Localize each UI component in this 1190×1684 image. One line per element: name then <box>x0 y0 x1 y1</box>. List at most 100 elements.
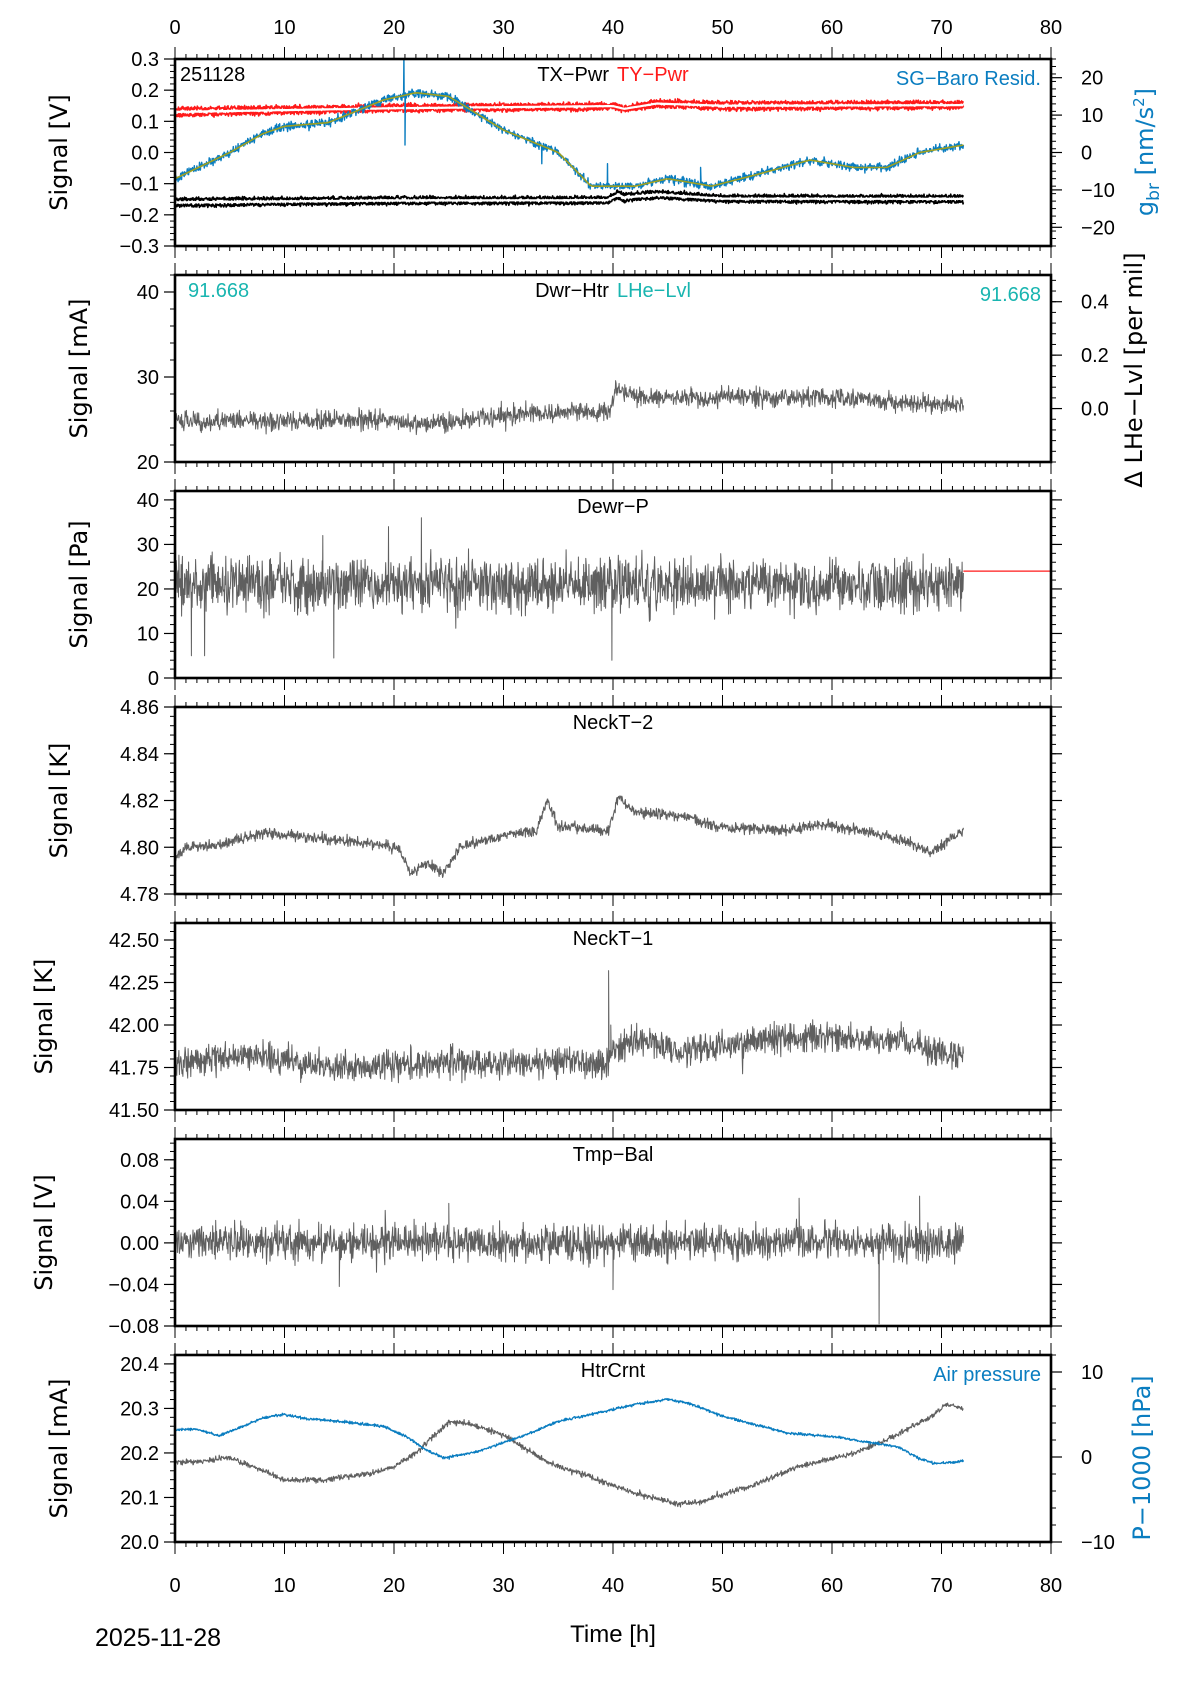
y-tick-label: 0.2 <box>131 80 159 102</box>
y-tick-label: 20.4 <box>120 1354 159 1376</box>
y-tick-label: 20.2 <box>120 1443 159 1465</box>
y2-tick-label: 20 <box>1081 68 1103 90</box>
x-tick-label-top: 60 <box>821 17 843 39</box>
y-tick-label: −0.3 <box>120 236 159 258</box>
series-group <box>175 1397 965 1508</box>
y2-tick-label: 0.2 <box>1081 345 1109 367</box>
y-tick-label: 20 <box>137 452 159 474</box>
y-tick-label: 4.84 <box>120 744 159 766</box>
legend-entry: NeckT−1 <box>573 928 654 950</box>
y2-axis-label: gbr [nm/s2] <box>1130 88 1164 216</box>
x-tick-label-bottom: 60 <box>821 1575 843 1597</box>
y-axis-label: Signal [Pa] <box>65 520 93 648</box>
y-tick-label: −0.04 <box>108 1274 159 1296</box>
y-tick-label: 42.25 <box>109 973 159 995</box>
y-tick-label: 4.86 <box>120 697 159 719</box>
legend-entry: Tmp−Bal <box>573 1144 654 1166</box>
panel-3: 0 10 20 30 40 Signal [Pa] Dewr−P <box>65 479 1062 690</box>
legend-entry: LHe−Lvl <box>617 280 691 302</box>
series-line-1 <box>175 970 964 1084</box>
x-tick-label-bottom: 40 <box>602 1575 624 1597</box>
series-group <box>175 1195 964 1325</box>
y-tick-label: −0.1 <box>120 174 159 196</box>
legend-entry: TY−Pwr <box>617 64 689 86</box>
panel-1: 0 10 20 30 40 50 60 70 80−0.3−0.2−0.10.00.10.20.… <box>45 17 1164 258</box>
y-tick-label: 40 <box>137 282 159 304</box>
series-line-1 <box>175 1195 964 1325</box>
y-tick-label: 20.3 <box>120 1398 159 1420</box>
series-line-1 <box>175 517 964 661</box>
panel-7: 0 10 20 30 40 50 60 70 80 20.0 20.1 20.2 20.3 20.4 Sig… <box>45 1343 1156 1597</box>
corner-label-left: 251128 <box>180 64 245 86</box>
x-tick-label-top: 30 <box>492 17 514 39</box>
y-tick-label: 42.50 <box>109 930 159 952</box>
y2-label-part: g <box>1131 201 1159 216</box>
x-tick-label-bottom: 0 <box>169 1575 180 1597</box>
corner-label-left: 91.668 <box>188 280 249 302</box>
y2-tick-label: 0.0 <box>1081 399 1109 421</box>
y2-label-part: [nm/s <box>1131 107 1159 183</box>
y-tick-label: 4.80 <box>120 837 159 859</box>
y-tick-label: 0.00 <box>120 1233 159 1255</box>
x-tick-label-top: 0 <box>169 17 180 39</box>
y2-tick-label: 0 <box>1081 1447 1092 1469</box>
y-tick-label: 20.0 <box>120 1532 159 1554</box>
x-axis-label: Time [h] <box>570 1621 656 1648</box>
y2-axis-label: P−1000 [hPa] <box>1128 1375 1156 1540</box>
y2-label-part: 2 <box>1130 97 1148 107</box>
y-tick-label: 4.82 <box>120 791 159 813</box>
y2-tick-label: 0 <box>1081 143 1092 165</box>
panel-4: 4.78 4.80 4.82 4.84 4.86 Signal [K] NeckT−2 <box>45 695 1062 906</box>
y-tick-label: 4.78 <box>120 884 159 906</box>
legend-entry: HtrCrnt <box>581 1360 646 1382</box>
y-axis-label: Signal [V] <box>45 94 73 211</box>
y-axis-label: Signal [mA] <box>45 1379 73 1519</box>
corner-label-right: Air pressure <box>933 1364 1041 1386</box>
corner-label-right: 91.668 <box>980 284 1041 306</box>
y-tick-label: 30 <box>137 534 159 556</box>
series-line-6 <box>175 193 964 204</box>
panel-2: 20 30 40 Signal [mA] 0.0 0.2 0.4 Δ LHe−Lvl [per… <box>65 252 1148 487</box>
y-tick-label: 0.1 <box>131 111 159 133</box>
y2-tick-label: 10 <box>1081 1362 1103 1384</box>
x-tick-label-bottom: 30 <box>492 1575 514 1597</box>
y-tick-label: 41.50 <box>109 1100 159 1122</box>
y-tick-label: 0.3 <box>131 49 159 71</box>
y-axis-label: Signal [V] <box>30 1174 58 1291</box>
panel-title: Dwr−Htr LHe−Lvl <box>535 280 691 302</box>
panel-title: HtrCrnt <box>581 1360 646 1382</box>
panel-title: NeckT−2 <box>573 712 654 734</box>
x-tick-label-top: 10 <box>273 17 295 39</box>
x-tick-label-top: 20 <box>383 17 405 39</box>
panel-5: 41.50 41.75 42.00 42.25 42.50 Signal [K] NeckT… <box>30 911 1062 1122</box>
legend-entry: NeckT−2 <box>573 712 654 734</box>
corner-label-right: SG−Baro Resid. <box>896 68 1041 90</box>
y-tick-label: 40 <box>137 490 159 512</box>
y-tick-label: 41.75 <box>109 1058 159 1080</box>
series-group <box>175 970 964 1084</box>
y2-label-part: ] <box>1131 88 1159 97</box>
x-tick-label-top: 40 <box>602 17 624 39</box>
y-tick-label: 0 <box>148 668 159 690</box>
y-tick-label: 20.1 <box>120 1487 159 1509</box>
y-axis-label: Signal [K] <box>45 743 73 859</box>
series-line-1 <box>175 1402 964 1508</box>
series-line-3 <box>175 102 964 114</box>
panel-title: NeckT−1 <box>573 928 654 950</box>
y-tick-label: 0.04 <box>120 1191 159 1213</box>
y2-label-part: br <box>1144 183 1164 201</box>
y-tick-label: −0.2 <box>120 205 159 227</box>
panel-title: Tmp−Bal <box>573 1144 654 1166</box>
panel-title: TX−Pwr TY−Pwr <box>537 64 689 86</box>
y2-tick-label: 0.4 <box>1081 292 1109 314</box>
panel-6: −0.08 −0.04 0.00 0.04 0.08 Signal [V] Tmp−Bal <box>30 1127 1062 1338</box>
y2-tick-label: −10 <box>1081 180 1115 202</box>
x-tick-label-bottom: 10 <box>273 1575 295 1597</box>
x-tick-label-bottom: 50 <box>711 1575 733 1597</box>
y-axis-label: Signal [mA] <box>65 299 93 439</box>
y-tick-label: 42.00 <box>109 1015 159 1037</box>
y-tick-label: 10 <box>137 623 159 645</box>
y2-tick-label: −10 <box>1081 1532 1115 1554</box>
